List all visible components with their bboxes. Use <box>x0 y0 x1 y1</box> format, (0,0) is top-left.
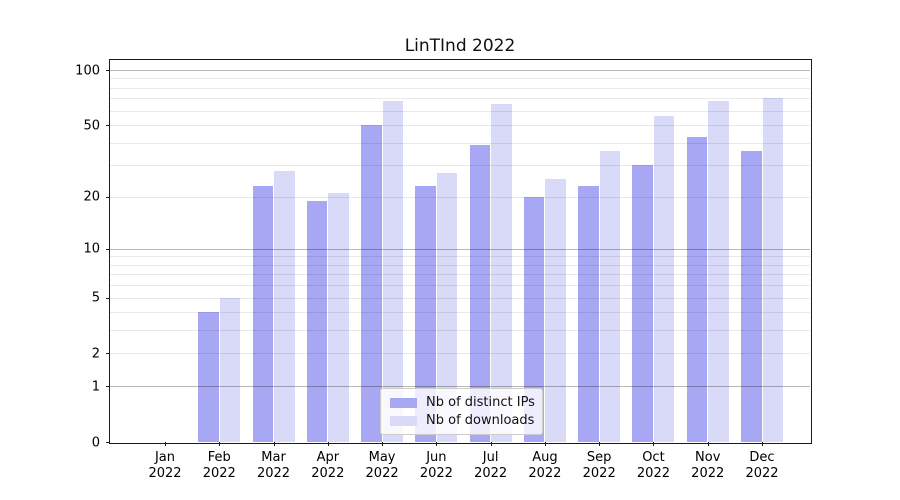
gridline-major-100 <box>110 70 810 71</box>
bar-distinct-ips-may-2022 <box>361 125 382 442</box>
gridline-minor-4 <box>110 312 810 314</box>
y-tick-100 <box>106 70 110 71</box>
x-axis: Jan 2022 Feb 2022 Mar 2022 Apr 2022 May 2022… <box>110 60 810 481</box>
chart-title: LinTInd 2022 <box>404 36 516 56</box>
bar-distinct-ips-mar-2022 <box>252 185 274 442</box>
x-tick-label-mar-2022: Mar 2022 <box>256 450 291 481</box>
bar-downloads-nov-2022 <box>708 100 729 442</box>
x-tick-label-feb-2022: Feb 2022 <box>202 450 236 481</box>
x-tick-label-may-2022: May 2022 <box>365 450 399 481</box>
legend-swatch-distinct-ips-icon <box>390 397 417 408</box>
legend-swatch-downloads-icon <box>390 415 417 426</box>
y-tick-20 <box>106 196 110 198</box>
y-tick-label-50: 50 <box>83 118 100 134</box>
x-tick-may-2022 <box>382 442 384 446</box>
legend-item-downloads: Nb of downloads <box>390 413 535 428</box>
legend: Nb of distinct IPs Nb of downloads <box>380 388 543 435</box>
bar-distinct-ips-dec-2022 <box>741 150 762 442</box>
x-tick-oct-2022 <box>653 442 655 446</box>
y-tick-10 <box>106 248 110 250</box>
bar-downloads-feb-2022 <box>219 297 241 442</box>
x-tick-label-oct-2022: Oct 2022 <box>636 450 670 481</box>
bar-downloads-sep-2022 <box>599 150 621 442</box>
x-tick-label-sep-2022: Sep 2022 <box>582 450 616 481</box>
y-tick-label-2: 2 <box>91 346 100 362</box>
gridline-minor-3 <box>110 330 810 332</box>
bar-distinct-ips-jul-2022 <box>469 144 491 442</box>
y-tick-5 <box>106 297 110 299</box>
bar-distinct-ips-nov-2022 <box>686 136 708 442</box>
bar-distinct-ips-sep-2022 <box>578 185 599 442</box>
x-tick-label-apr-2022: Apr 2022 <box>311 450 345 481</box>
gridline-major-10 <box>110 248 810 250</box>
legend-label-downloads: Nb of downloads <box>426 413 535 428</box>
x-tick-jul-2022 <box>490 442 492 446</box>
gridline-minor-2 <box>110 353 810 355</box>
x-tick-label-aug-2022: Aug 2022 <box>528 450 562 481</box>
y-tick-label-20: 20 <box>83 189 100 205</box>
y-tick-label-100: 100 <box>75 63 100 78</box>
grid-layer <box>110 60 810 442</box>
x-tick-label-jul-2022: Jul 2022 <box>474 450 508 481</box>
legend-label-distinct-ips: Nb of distinct IPs <box>426 395 535 410</box>
x-tick-sep-2022 <box>599 442 601 446</box>
x-tick-label-jan-2022: Jan 2022 <box>148 450 182 481</box>
y-tick-label-1: 1 <box>91 379 100 395</box>
bar-downloads-jun-2022 <box>436 173 458 442</box>
gridline-minor-8 <box>110 264 810 266</box>
bar-downloads-mar-2022 <box>274 170 295 442</box>
gridline-major-1 <box>110 386 810 388</box>
gridline-minor-70 <box>110 98 810 100</box>
x-tick-dec-2022 <box>762 442 763 446</box>
bar-distinct-ips-feb-2022 <box>198 312 219 442</box>
y-tick-label-0: 0 <box>91 435 100 450</box>
x-tick-jun-2022 <box>436 442 438 446</box>
x-tick-nov-2022 <box>707 442 709 446</box>
bar-downloads-jul-2022 <box>491 104 512 442</box>
bar-downloads-may-2022 <box>382 100 404 442</box>
x-tick-feb-2022 <box>219 442 221 446</box>
bars-layer <box>110 60 810 442</box>
gridline-minor-60 <box>110 110 810 112</box>
x-tick-jan-2022 <box>165 442 166 446</box>
y-axis: 0 1 2 5 10 20 50 100 <box>75 60 810 450</box>
x-tick-label-jun-2022: Jun 2022 <box>419 450 453 481</box>
bar-downloads-apr-2022 <box>328 192 349 442</box>
gridline-minor-40 <box>110 142 810 144</box>
y-tick-2 <box>106 353 110 355</box>
y-tick-0 <box>106 442 110 443</box>
gridline-minor-6 <box>110 285 810 287</box>
bar-distinct-ips-apr-2022 <box>306 200 328 442</box>
gridline-minor-20 <box>110 196 810 198</box>
gridline-minor-50 <box>110 125 810 127</box>
bar-downloads-oct-2022 <box>653 116 675 442</box>
bar-downloads-dec-2022 <box>762 98 783 442</box>
gridline-minor-7 <box>110 274 810 276</box>
y-tick-1 <box>106 386 110 388</box>
bar-distinct-ips-jun-2022 <box>415 185 436 442</box>
gridline-minor-9 <box>110 256 810 258</box>
gridline-minor-90 <box>110 78 810 80</box>
bar-distinct-ips-aug-2022 <box>523 196 545 442</box>
legend-item-distinct-ips: Nb of distinct IPs <box>390 395 535 410</box>
gridline-minor-5 <box>110 297 810 299</box>
bar-downloads-aug-2022 <box>545 179 566 442</box>
gridline-minor-80 <box>110 87 810 89</box>
x-tick-mar-2022 <box>273 442 275 446</box>
y-tick-label-10: 10 <box>83 241 100 257</box>
y-tick-50 <box>106 125 110 127</box>
gridline-minor-30 <box>110 165 810 167</box>
bar-distinct-ips-oct-2022 <box>632 165 653 442</box>
x-tick-label-nov-2022: Nov 2022 <box>691 450 725 481</box>
x-tick-apr-2022 <box>327 442 329 446</box>
plot-area: 0 1 2 5 10 20 50 100 Jan 2022 Feb 2022 Mar 2022 Ap… <box>75 59 812 481</box>
y-tick-label-5: 5 <box>91 290 100 306</box>
x-tick-label-dec-2022: Dec 2022 <box>745 450 779 481</box>
x-tick-aug-2022 <box>544 442 546 446</box>
